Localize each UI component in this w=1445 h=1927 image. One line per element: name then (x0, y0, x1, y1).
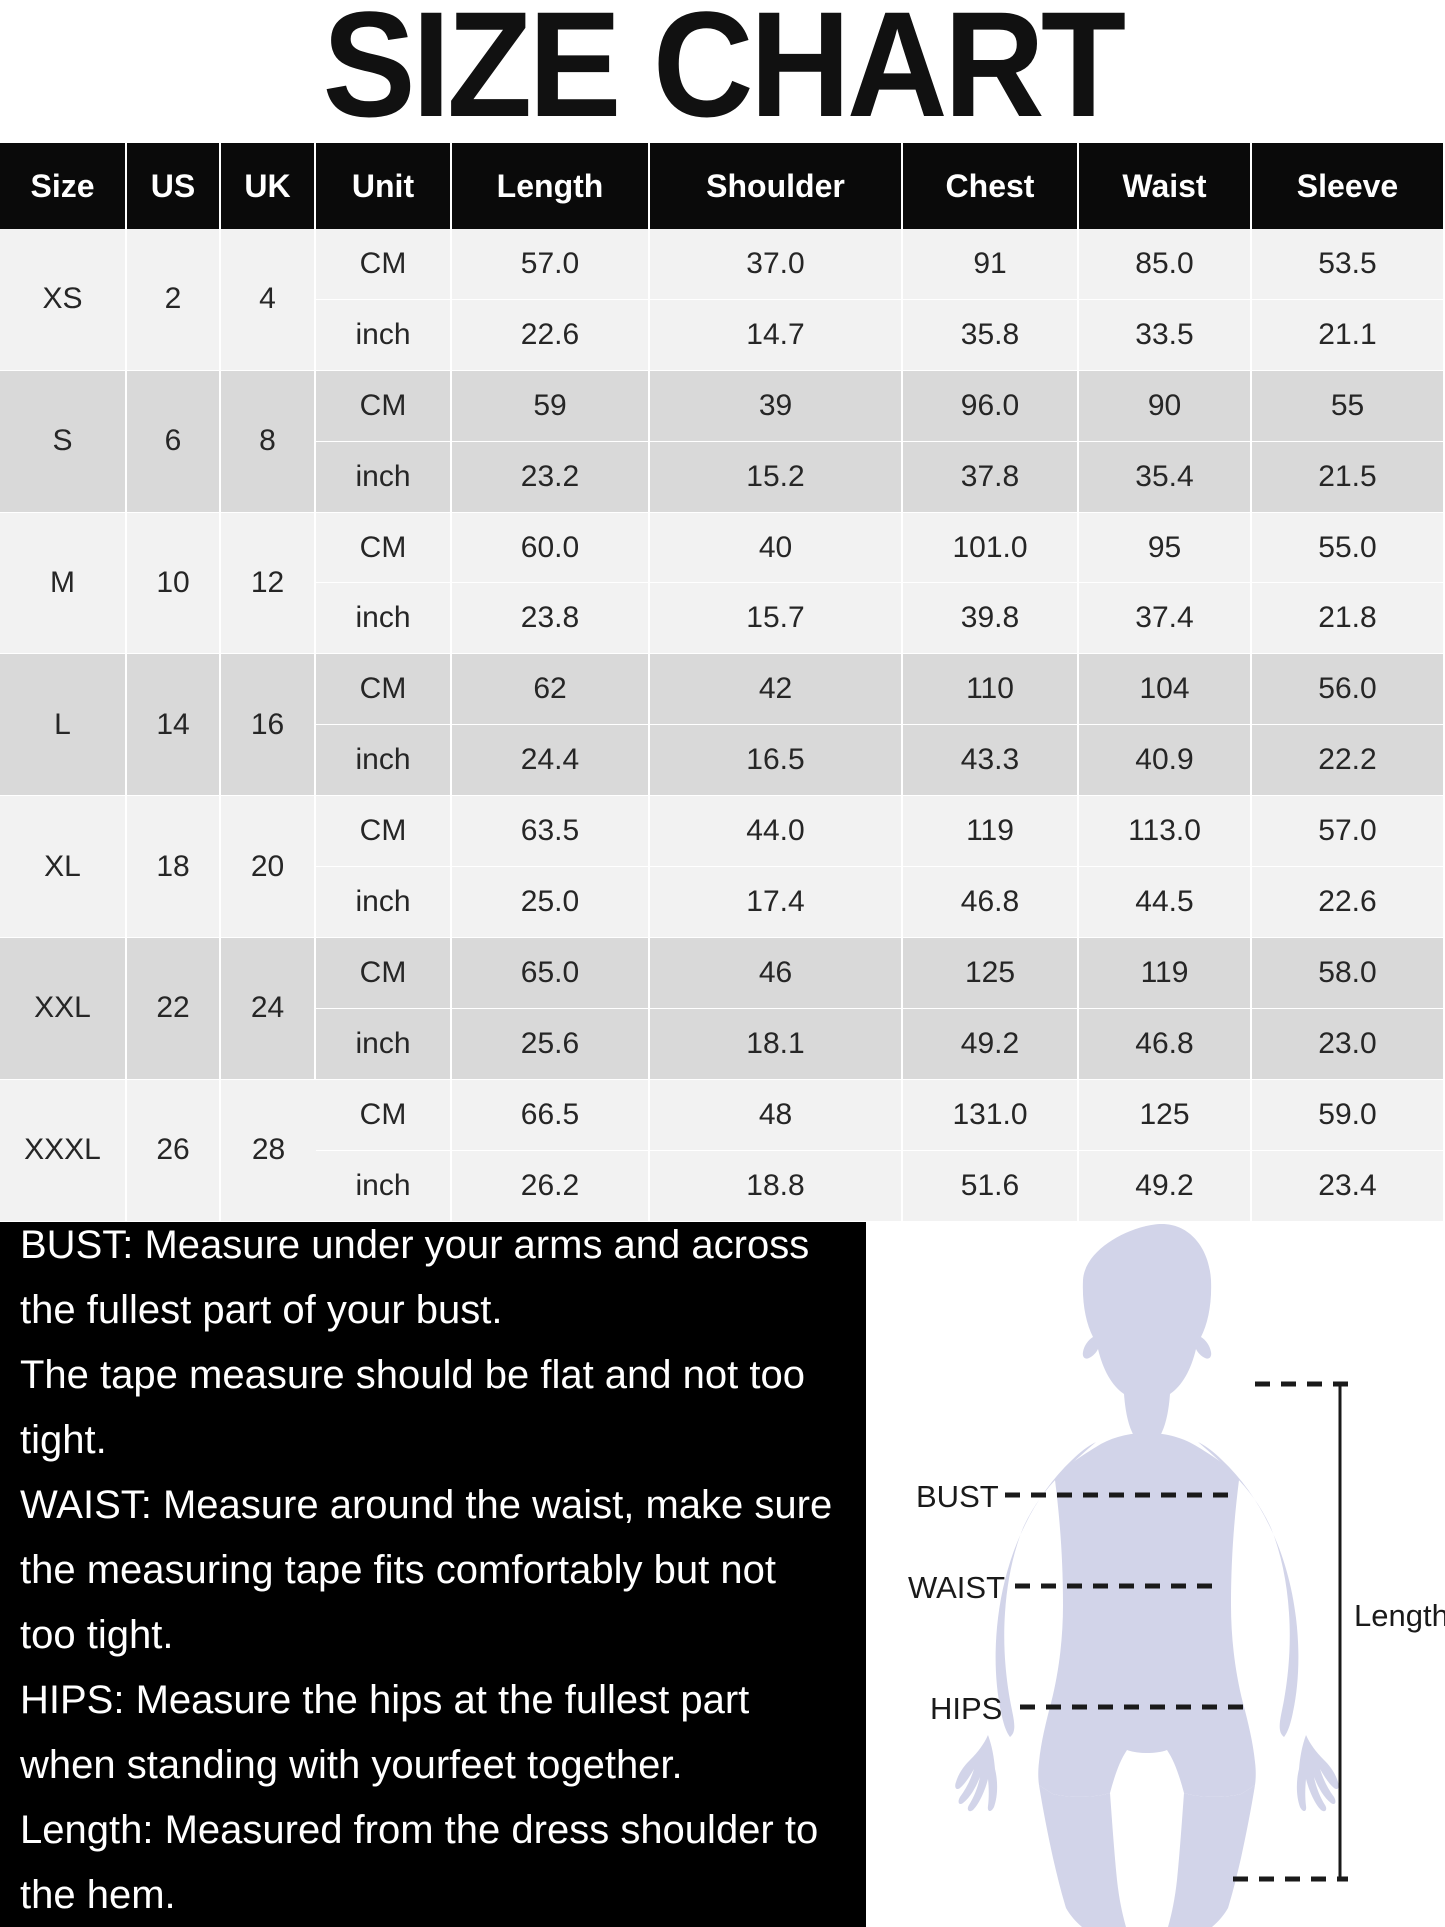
svg-text:BUST: BUST (916, 1479, 999, 1514)
svg-text:Length: Length (1354, 1598, 1445, 1633)
svg-text:WAIST: WAIST (908, 1570, 1005, 1605)
svg-text:HIPS: HIPS (930, 1691, 1002, 1726)
